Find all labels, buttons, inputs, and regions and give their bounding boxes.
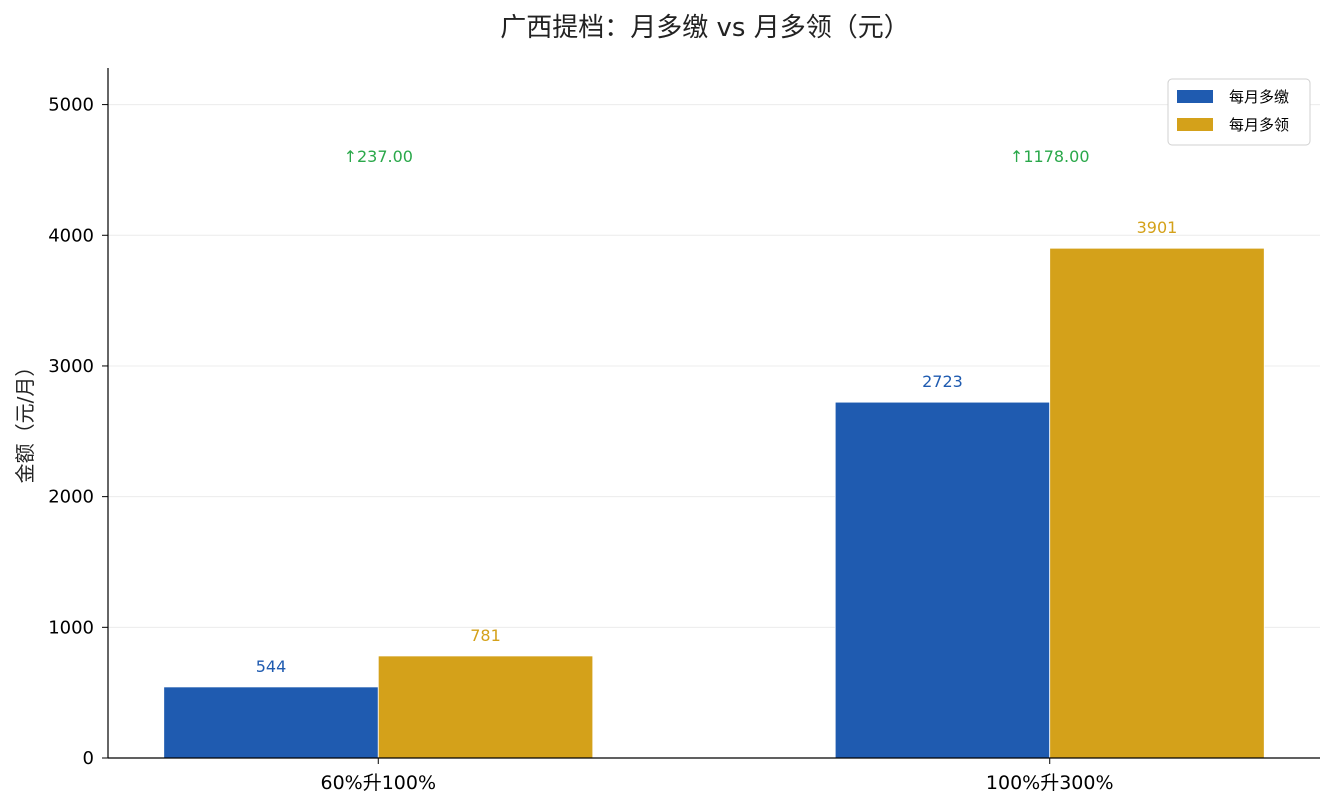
y-tick-label: 2000 bbox=[48, 487, 94, 508]
data-label: 2723 bbox=[922, 372, 963, 391]
y-tick-label: 1000 bbox=[48, 617, 94, 638]
chart-title: 广西提档：月多缴 vs 月多领（元） bbox=[500, 13, 909, 43]
data-label: 544 bbox=[256, 657, 287, 676]
difference-annotation: ↑237.00 bbox=[344, 147, 413, 166]
x-tick-label: 100%升300% bbox=[986, 772, 1114, 794]
legend-swatch bbox=[1177, 90, 1213, 103]
legend-label: 每月多领 bbox=[1229, 116, 1289, 134]
y-axis-label: 金额（元/月） bbox=[13, 357, 37, 484]
legend-swatch bbox=[1177, 118, 1213, 131]
y-tick-label: 3000 bbox=[48, 356, 94, 377]
y-tick-label: 5000 bbox=[48, 95, 94, 116]
axes: 0 1000 2000 3000 4000 5000 60%升100% 100%升300% bbox=[48, 68, 1320, 794]
y-tick-label: 4000 bbox=[48, 225, 94, 246]
bars bbox=[163, 247, 1265, 759]
data-label: 3901 bbox=[1137, 218, 1178, 237]
bar bbox=[163, 686, 379, 759]
bar bbox=[834, 401, 1051, 759]
data-label: 781 bbox=[470, 626, 501, 645]
difference-annotation: ↑1178.00 bbox=[1010, 147, 1090, 166]
data-labels: 544 2723 781 3901 ↑237.00 ↑1178.00 bbox=[256, 147, 1178, 676]
x-tick-label: 60%升100% bbox=[320, 772, 436, 794]
bar bbox=[1049, 247, 1265, 759]
legend-label: 每月多缴 bbox=[1229, 88, 1289, 106]
bar bbox=[377, 655, 594, 759]
y-tick-label: 0 bbox=[83, 748, 94, 769]
